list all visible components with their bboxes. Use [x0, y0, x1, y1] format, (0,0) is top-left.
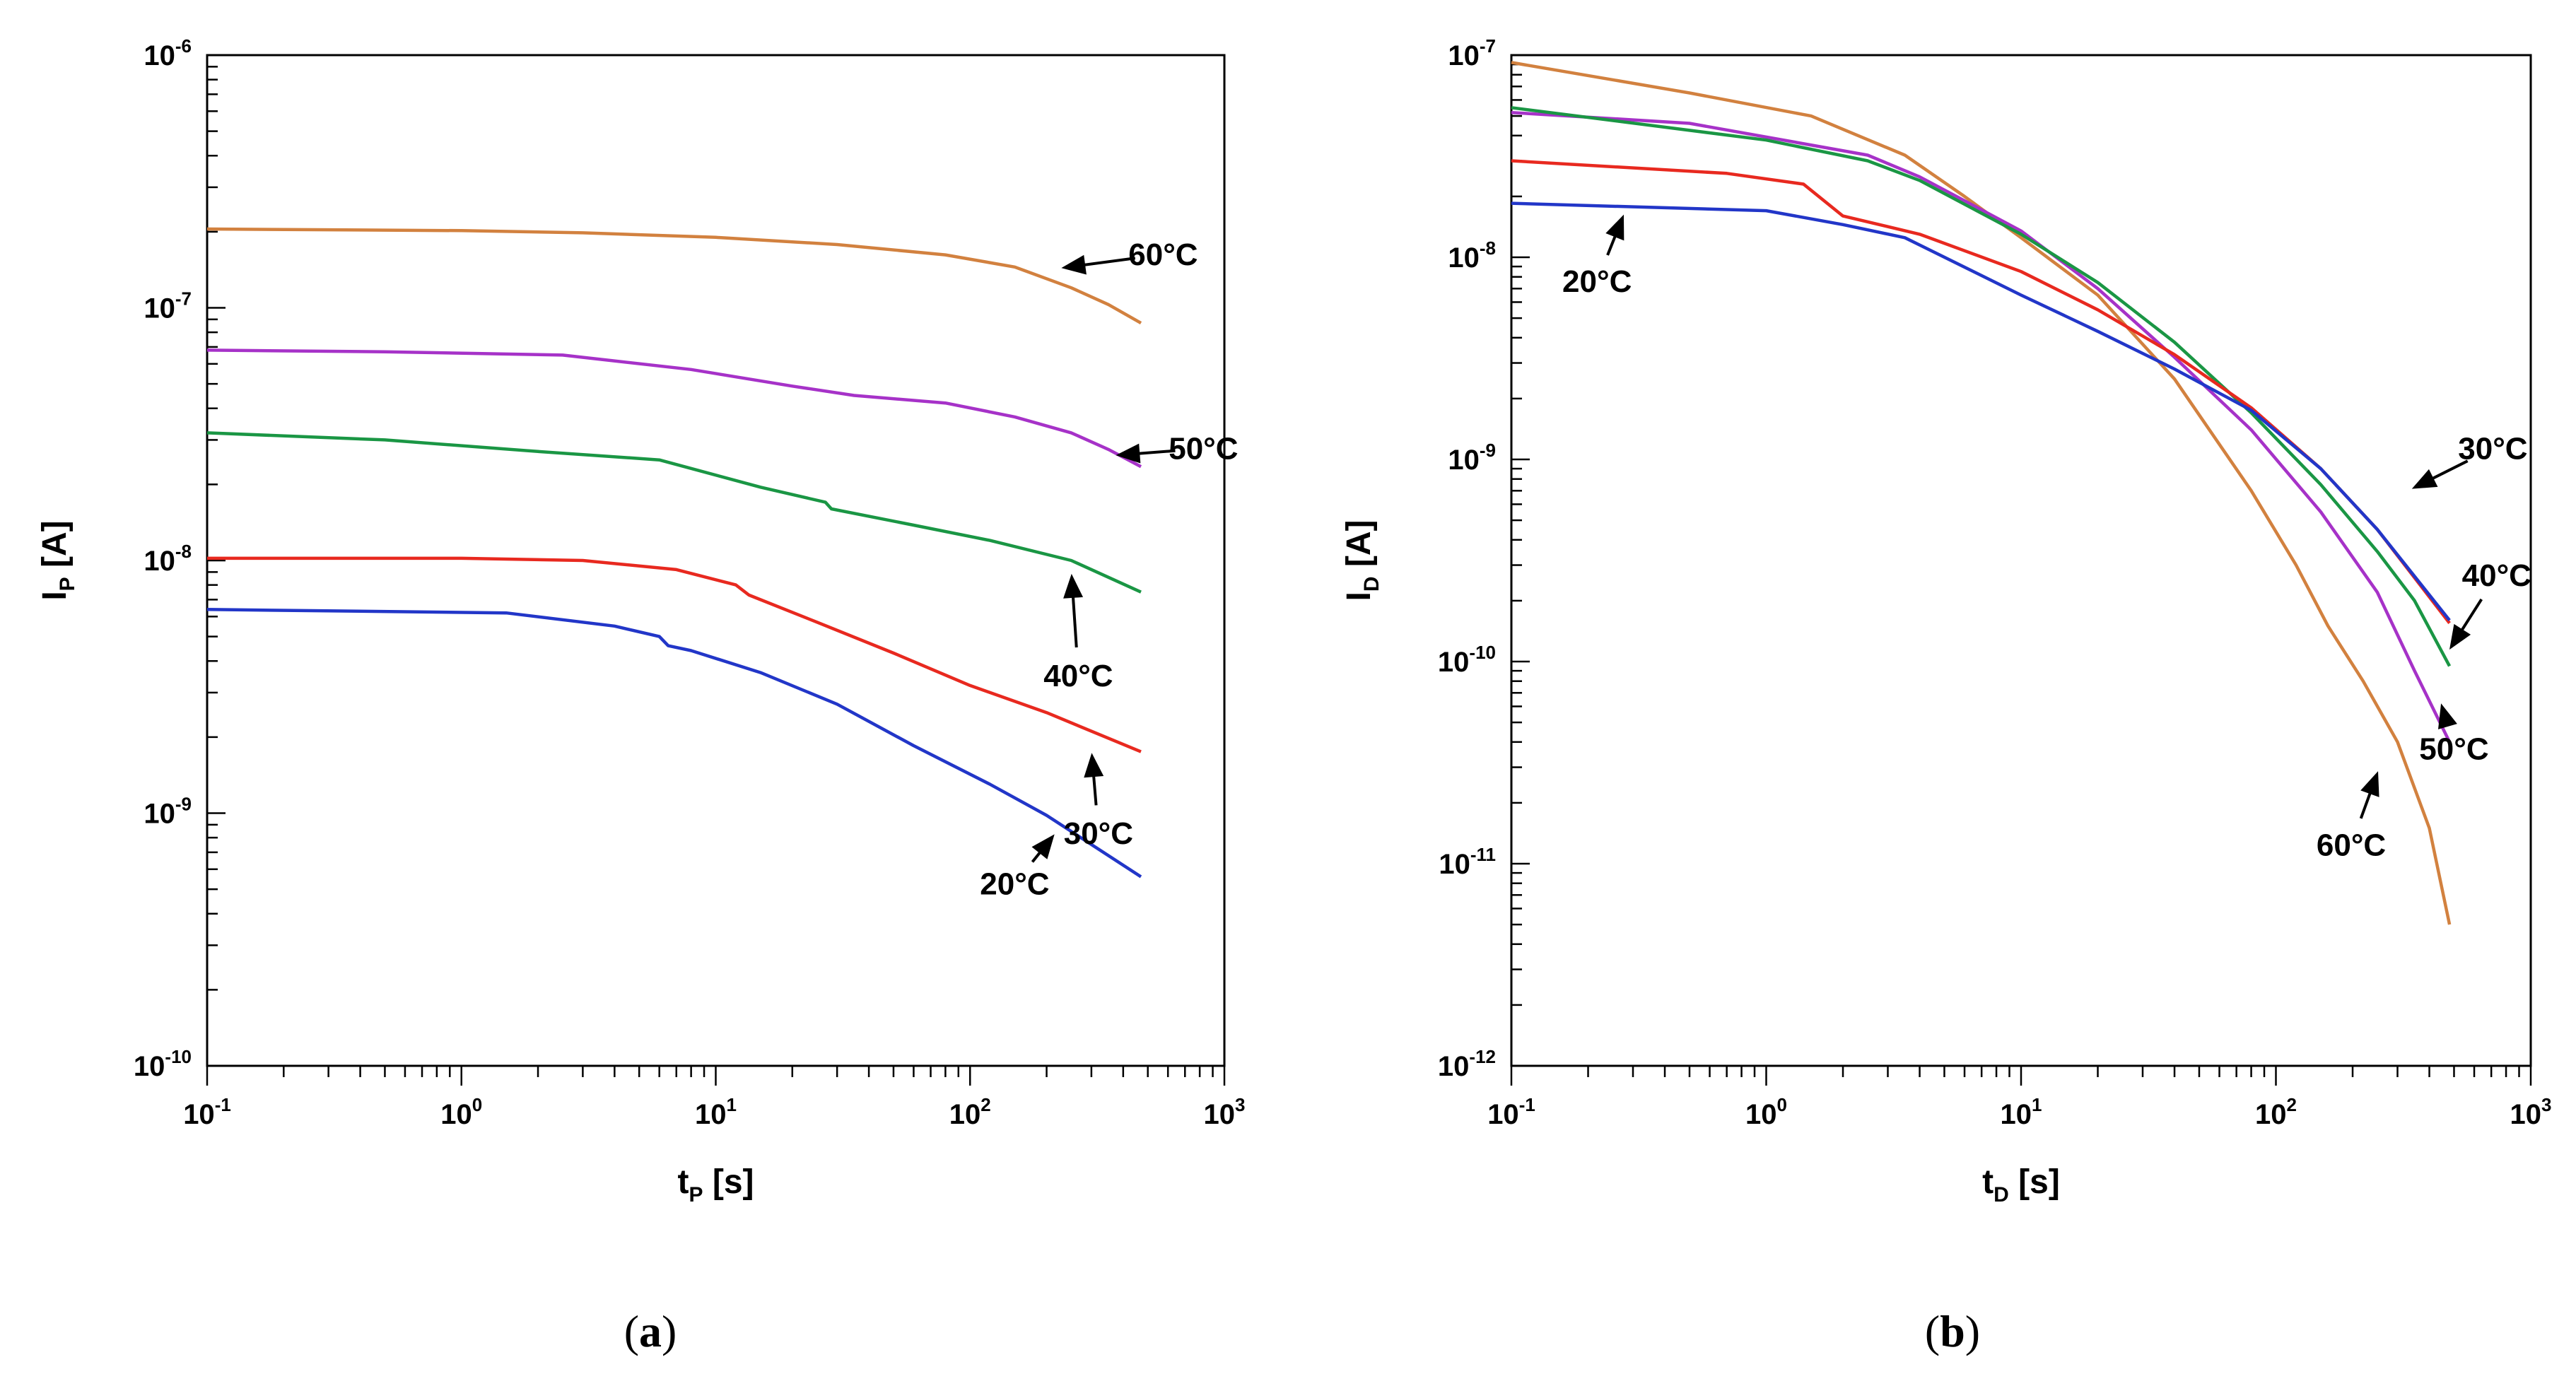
x-tick-label: 103 [1204, 1094, 1246, 1130]
y-tick-label: 10-8 [144, 541, 192, 577]
svg-text:(a): (a) [624, 1306, 677, 1356]
y-tick-label: 10-9 [1448, 440, 1496, 476]
x-tick-label: 100 [440, 1094, 482, 1130]
series-line-60c [206, 227, 1142, 325]
y-tick-label: 10-6 [144, 35, 192, 71]
x-axis-title: tP [s] [678, 1163, 754, 1206]
annotation-arrow-head [1084, 753, 1104, 778]
x-tick-label: 101 [695, 1094, 737, 1130]
x-tick-label: 101 [2001, 1094, 2042, 1130]
series-line-60c [1511, 61, 2452, 925]
x-axis-title: tD [s] [1982, 1163, 2060, 1206]
annotation-arrow-head [1063, 573, 1084, 599]
x-tick-label: 10-1 [183, 1094, 231, 1130]
x-tick-label: 10-1 [1487, 1094, 1535, 1130]
annotation-label: 50°C [2419, 732, 2488, 767]
annotation-label: 40°C [2462, 558, 2531, 593]
annotation-arrow-head [1605, 214, 1624, 241]
series-line-20c [1511, 201, 2451, 622]
y-tick-label: 10-7 [144, 288, 192, 324]
y-tick-label: 10-8 [1448, 237, 1496, 274]
annotation-arrow-head [2437, 703, 2457, 729]
annotation-label: 40°C [1043, 659, 1113, 693]
y-tick-label: 10-10 [1438, 642, 1496, 678]
annotation-arrow-shaft [1076, 257, 1136, 268]
annotation-arrow-head [2360, 771, 2379, 797]
annotation-label: 30°C [1064, 816, 1133, 851]
annotation-arrow-head [2411, 469, 2438, 489]
svg-text:(b): (b) [1925, 1306, 1980, 1356]
y-tick-label: 10-9 [144, 794, 192, 830]
y-tick-label: 10-7 [1448, 35, 1496, 71]
y-axis-title: IP [A] [36, 520, 79, 600]
y-tick-label: 10-12 [1438, 1046, 1496, 1082]
caption-a: (a) [624, 1306, 677, 1356]
series-line-20c [206, 608, 1142, 879]
y-tick-label: 10-11 [1439, 844, 1496, 880]
caption-a-letter: a [639, 1306, 662, 1356]
annotation-arrow-head [1061, 254, 1087, 275]
annotation-label: 20°C [980, 867, 1049, 902]
series-line-50c [206, 348, 1142, 469]
annotation-arrow-head [2449, 623, 2471, 650]
x-tick-label: 102 [2255, 1094, 2297, 1130]
annotation-label: 30°C [2458, 431, 2527, 466]
annotation-label: 20°C [1562, 264, 1632, 299]
y-axis-title: ID [A] [1340, 520, 1383, 601]
y-tick-label: 10-10 [134, 1046, 192, 1082]
caption-b: (b) [1925, 1306, 1980, 1356]
annotation-arrow-head [1031, 834, 1055, 859]
series-line-50c [1511, 110, 2452, 743]
series-line-30c [207, 556, 1142, 753]
x-tick-label: 103 [2510, 1094, 2552, 1130]
panel-b-chart: 10-1 100 101 102 103 10-12 10-11 10-10 10-9 10-8 1… [1340, 35, 2551, 1206]
annotation-label: 60°C [2317, 828, 2386, 863]
panel-a-chart: 10-1 100 101 102 103 10-10 10-9 10-8 10-7 10-6 tP … [36, 35, 1245, 1206]
annotation-label: 60°C [1128, 237, 1198, 272]
annotation-arrow-head [1116, 443, 1141, 464]
series-line-40c [206, 431, 1142, 594]
caption-b-letter: b [1940, 1306, 1965, 1356]
annotation-arrow-shaft [1071, 589, 1078, 648]
annotation-label: 50°C [1169, 432, 1238, 466]
x-tick-label: 102 [949, 1094, 991, 1130]
series-line-40c [1511, 106, 2452, 667]
x-tick-label: 100 [1745, 1094, 1787, 1130]
